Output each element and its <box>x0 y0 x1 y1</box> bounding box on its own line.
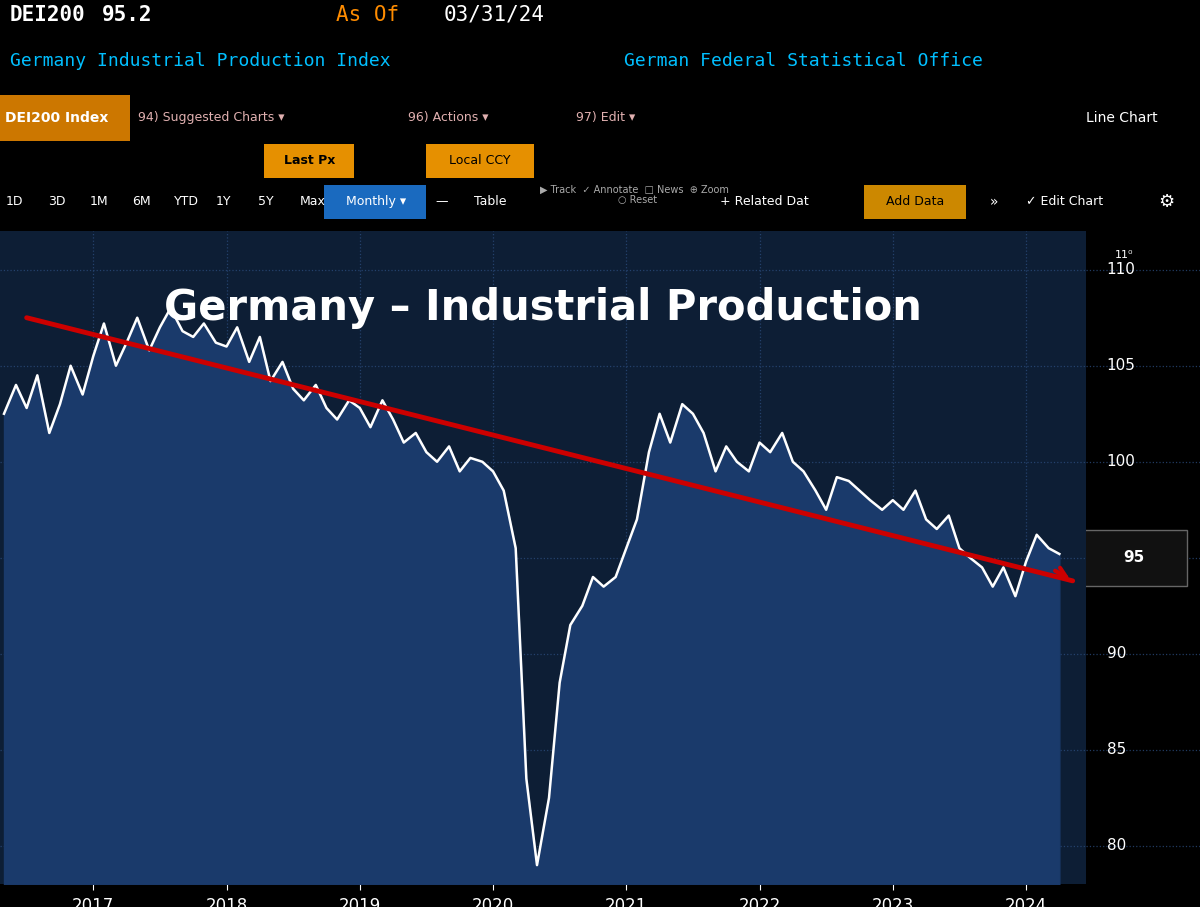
Text: Table: Table <box>474 195 506 209</box>
Text: 05/08/2004 ⊞: 05/08/2004 ⊞ <box>6 154 100 168</box>
FancyBboxPatch shape <box>0 95 130 141</box>
Text: 90: 90 <box>1106 647 1126 661</box>
Text: 96) Actions ▾: 96) Actions ▾ <box>408 112 488 124</box>
Text: As Of: As Of <box>336 5 400 24</box>
Text: Max: Max <box>300 195 326 209</box>
Text: -  03/31/2024 ⊞: - 03/31/2024 ⊞ <box>120 154 218 168</box>
Text: Germany – Industrial Production: Germany – Industrial Production <box>164 287 922 329</box>
FancyBboxPatch shape <box>426 144 534 178</box>
Text: —: — <box>436 195 448 209</box>
Text: 105: 105 <box>1106 358 1135 374</box>
Text: Last Px: Last Px <box>284 154 335 168</box>
Text: ▶ Track  ✓ Annotate  □ News  ⊕ Zoom: ▶ Track ✓ Annotate □ News ⊕ Zoom <box>540 185 728 195</box>
Text: DEI200: DEI200 <box>10 5 85 24</box>
Text: 03/31/24: 03/31/24 <box>444 5 545 24</box>
Text: Monthly ▾: Monthly ▾ <box>346 195 406 209</box>
Text: 5Y: 5Y <box>258 195 274 209</box>
Text: 95: 95 <box>1123 551 1145 565</box>
Text: 1D: 1D <box>6 195 24 209</box>
Text: □ Key Events: □ Key Events <box>744 154 829 168</box>
Text: 1Y: 1Y <box>216 195 232 209</box>
Text: 97) Edit ▾: 97) Edit ▾ <box>576 112 635 124</box>
Text: Local CCY: Local CCY <box>449 154 511 168</box>
Text: □ Mov Avgs ✓: □ Mov Avgs ✓ <box>570 154 660 168</box>
Text: Add Data: Add Data <box>887 195 944 209</box>
Text: + Related Dat: + Related Dat <box>720 195 809 209</box>
Text: ⚙: ⚙ <box>1158 193 1174 210</box>
FancyBboxPatch shape <box>324 185 426 219</box>
Text: DEI200 Index: DEI200 Index <box>5 111 108 125</box>
Text: 1M: 1M <box>90 195 109 209</box>
Text: YTD: YTD <box>174 195 199 209</box>
Text: 11⁰: 11⁰ <box>1115 250 1133 260</box>
FancyBboxPatch shape <box>264 144 354 178</box>
Text: 95.2: 95.2 <box>102 5 152 24</box>
Text: German Federal Statistical Office: German Federal Statistical Office <box>624 53 983 71</box>
Text: »: » <box>990 195 998 209</box>
Text: 80: 80 <box>1106 838 1126 853</box>
FancyBboxPatch shape <box>864 185 966 219</box>
Text: Germany Industrial Production Index: Germany Industrial Production Index <box>10 53 390 71</box>
Text: 100: 100 <box>1106 454 1135 469</box>
Text: 85: 85 <box>1106 742 1126 757</box>
Text: 94) Suggested Charts ▾: 94) Suggested Charts ▾ <box>138 112 284 124</box>
Text: ▾: ▾ <box>546 154 553 168</box>
Text: 3D: 3D <box>48 195 66 209</box>
Text: ✓ Edit Chart: ✓ Edit Chart <box>1026 195 1103 209</box>
Text: 6M: 6M <box>132 195 151 209</box>
FancyBboxPatch shape <box>1082 530 1188 586</box>
Text: Line Chart: Line Chart <box>1086 111 1158 125</box>
Text: ○ Reset: ○ Reset <box>618 195 658 205</box>
Text: 110: 110 <box>1106 262 1135 278</box>
